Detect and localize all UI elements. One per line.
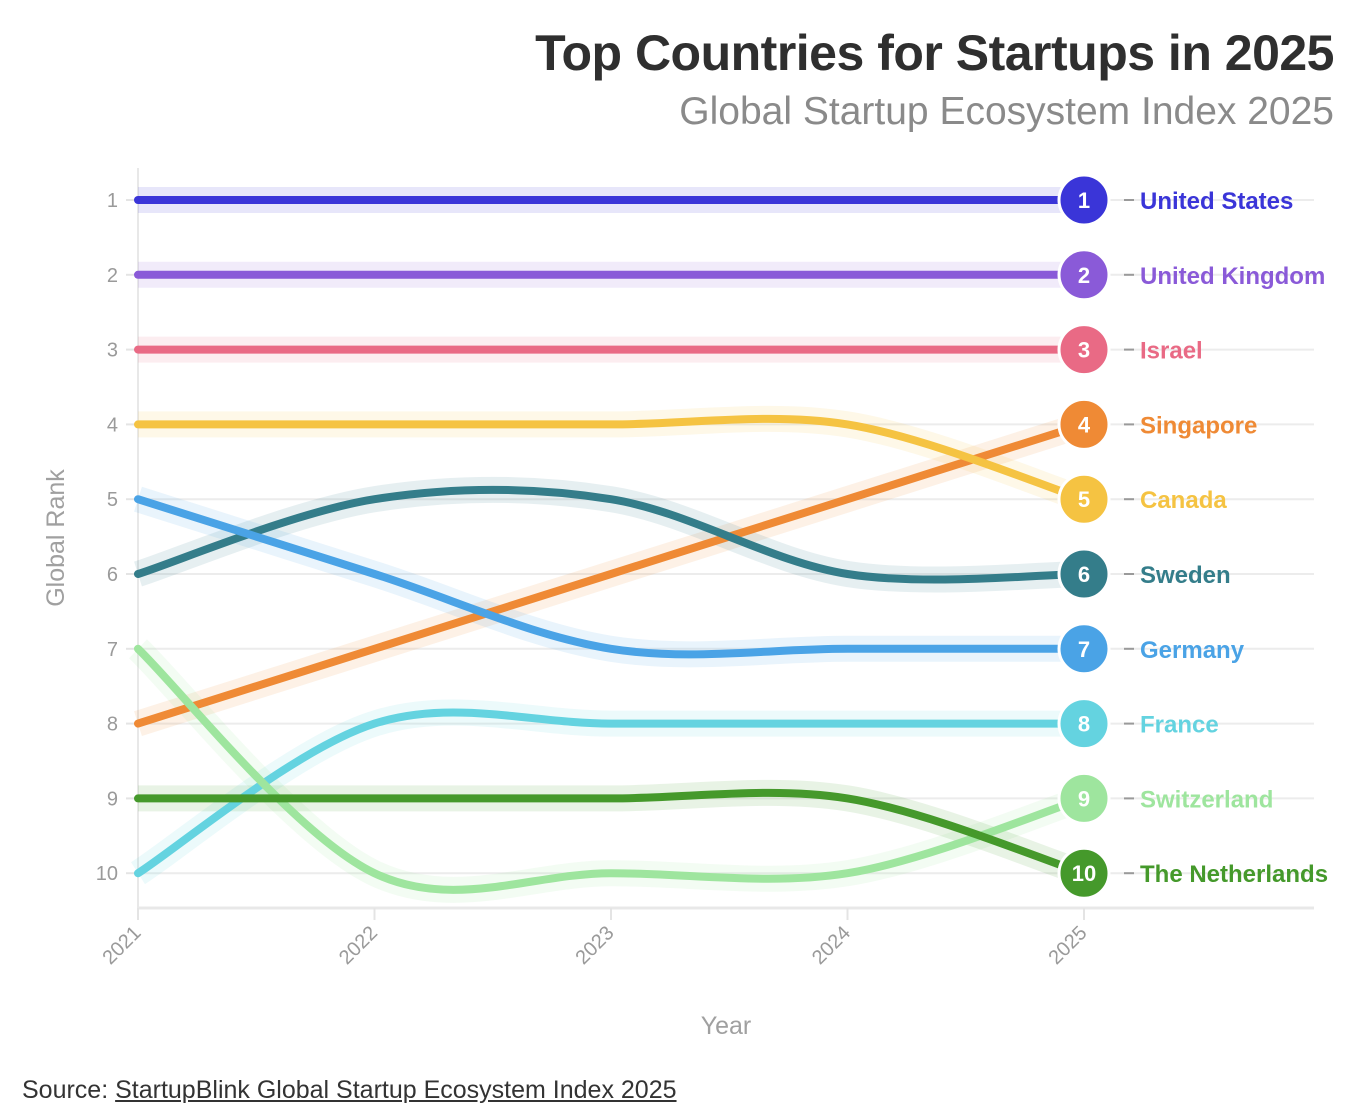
country-label: United Kingdom <box>1140 263 1325 290</box>
x-tick-label: 2025 <box>1045 922 1092 969</box>
source-link[interactable]: StartupBlink Global Startup Ecosystem In… <box>115 1076 677 1104</box>
x-tick-label: 2021 <box>99 922 146 969</box>
series-line-singapore <box>134 420 1088 728</box>
y-axis: 1 2 3 4 5 6 7 8 9 10 <box>96 168 139 908</box>
x-tick-label: 2024 <box>808 922 855 969</box>
y-tick-label: 1 <box>107 190 118 212</box>
country-label: Switzerland <box>1140 786 1273 813</box>
rank-badge-number: 4 <box>1078 412 1091 437</box>
series-line-switzerland <box>134 644 1088 894</box>
end-label-united-states: 1 United States <box>1057 173 1293 227</box>
rank-badge <box>1057 622 1111 676</box>
country-label: Israel <box>1140 338 1203 365</box>
rank-badge <box>1057 323 1111 377</box>
series-line-france <box>134 708 1088 878</box>
x-tick-label: 2023 <box>572 922 619 969</box>
y-tick-label: 5 <box>107 489 118 511</box>
rank-badge-number: 5 <box>1078 487 1090 512</box>
y-tick-label: 3 <box>107 340 118 362</box>
y-tick-label: 2 <box>107 265 118 287</box>
series-layer: 1 United States 2 United Kingdom 3 Israel 4 Sin… <box>128 173 1328 903</box>
y-tick-label: 7 <box>107 639 118 661</box>
rank-badge-number: 8 <box>1078 712 1090 737</box>
end-label-singapore: 4 Singapore <box>1057 397 1257 451</box>
rank-badge <box>1057 173 1111 227</box>
rank-badge <box>1057 472 1111 526</box>
end-marker-layer: 1 United States 2 United Kingdom 3 Israel 4 Sin… <box>1057 173 1328 900</box>
rank-badge-number: 9 <box>1078 786 1090 811</box>
chart-title: Top Countries for Startups in 2025 <box>535 25 1334 81</box>
end-label-united-kingdom: 2 United Kingdom <box>1057 248 1325 302</box>
rank-badge-number: 7 <box>1078 637 1090 662</box>
source-note: Source: StartupBlink Global Startup Ecos… <box>22 1076 677 1105</box>
rank-badge-number: 10 <box>1072 861 1096 886</box>
country-label: France <box>1140 712 1219 739</box>
series-line-the-netherlands <box>134 788 1088 878</box>
rank-badge <box>1057 248 1111 302</box>
country-label: Singapore <box>1140 412 1257 439</box>
rank-badge <box>1057 771 1111 825</box>
end-label-germany: 7 Germany <box>1057 622 1245 676</box>
series-line-layer <box>134 196 1088 894</box>
y-tick-label: 6 <box>107 564 118 586</box>
country-label: United States <box>1140 188 1293 215</box>
country-label: The Netherlands <box>1140 861 1328 888</box>
chart-subtitle: Global Startup Ecosystem Index 2025 <box>679 90 1334 133</box>
end-label-canada: 5 Canada <box>1057 472 1227 526</box>
end-label-france: 8 France <box>1057 697 1219 751</box>
y-tick-label: 10 <box>96 863 118 885</box>
series-line-germany <box>134 495 1088 659</box>
x-axis: 2021 2022 2023 2024 2025 <box>99 906 1314 969</box>
y-tick-label: 4 <box>107 414 118 436</box>
country-label: Canada <box>1140 487 1227 514</box>
rank-badge <box>1057 846 1111 900</box>
x-tick-label: 2022 <box>335 922 382 969</box>
end-label-switzerland: 9 Switzerland <box>1057 771 1273 825</box>
country-label: Germany <box>1140 637 1245 664</box>
rank-badge-number: 3 <box>1078 338 1090 363</box>
rank-badge-number: 6 <box>1078 562 1090 587</box>
y-axis-title: Global Rank <box>42 469 70 607</box>
rank-badge <box>1057 397 1111 451</box>
source-prefix: Source: <box>22 1076 116 1104</box>
series-line-canada <box>134 414 1088 504</box>
rank-badge-number: 2 <box>1078 263 1090 288</box>
end-label-the-netherlands: 10 The Netherlands <box>1057 846 1328 900</box>
rank-badge <box>1057 697 1111 751</box>
y-tick-label: 9 <box>107 788 118 810</box>
series-line-sweden <box>134 485 1088 584</box>
country-label: Sweden <box>1140 562 1231 589</box>
rank-badge <box>1057 547 1111 601</box>
rank-badge-number: 1 <box>1078 188 1090 213</box>
x-axis-title: Year <box>701 1012 752 1040</box>
end-label-israel: 3 Israel <box>1057 323 1203 377</box>
bump-chart: 1 2 3 4 5 6 7 8 9 10 2021 2022 2023 2024 2025 Global … <box>42 168 1328 1040</box>
y-tick-label: 8 <box>107 714 118 736</box>
end-label-sweden: 6 Sweden <box>1057 547 1231 601</box>
